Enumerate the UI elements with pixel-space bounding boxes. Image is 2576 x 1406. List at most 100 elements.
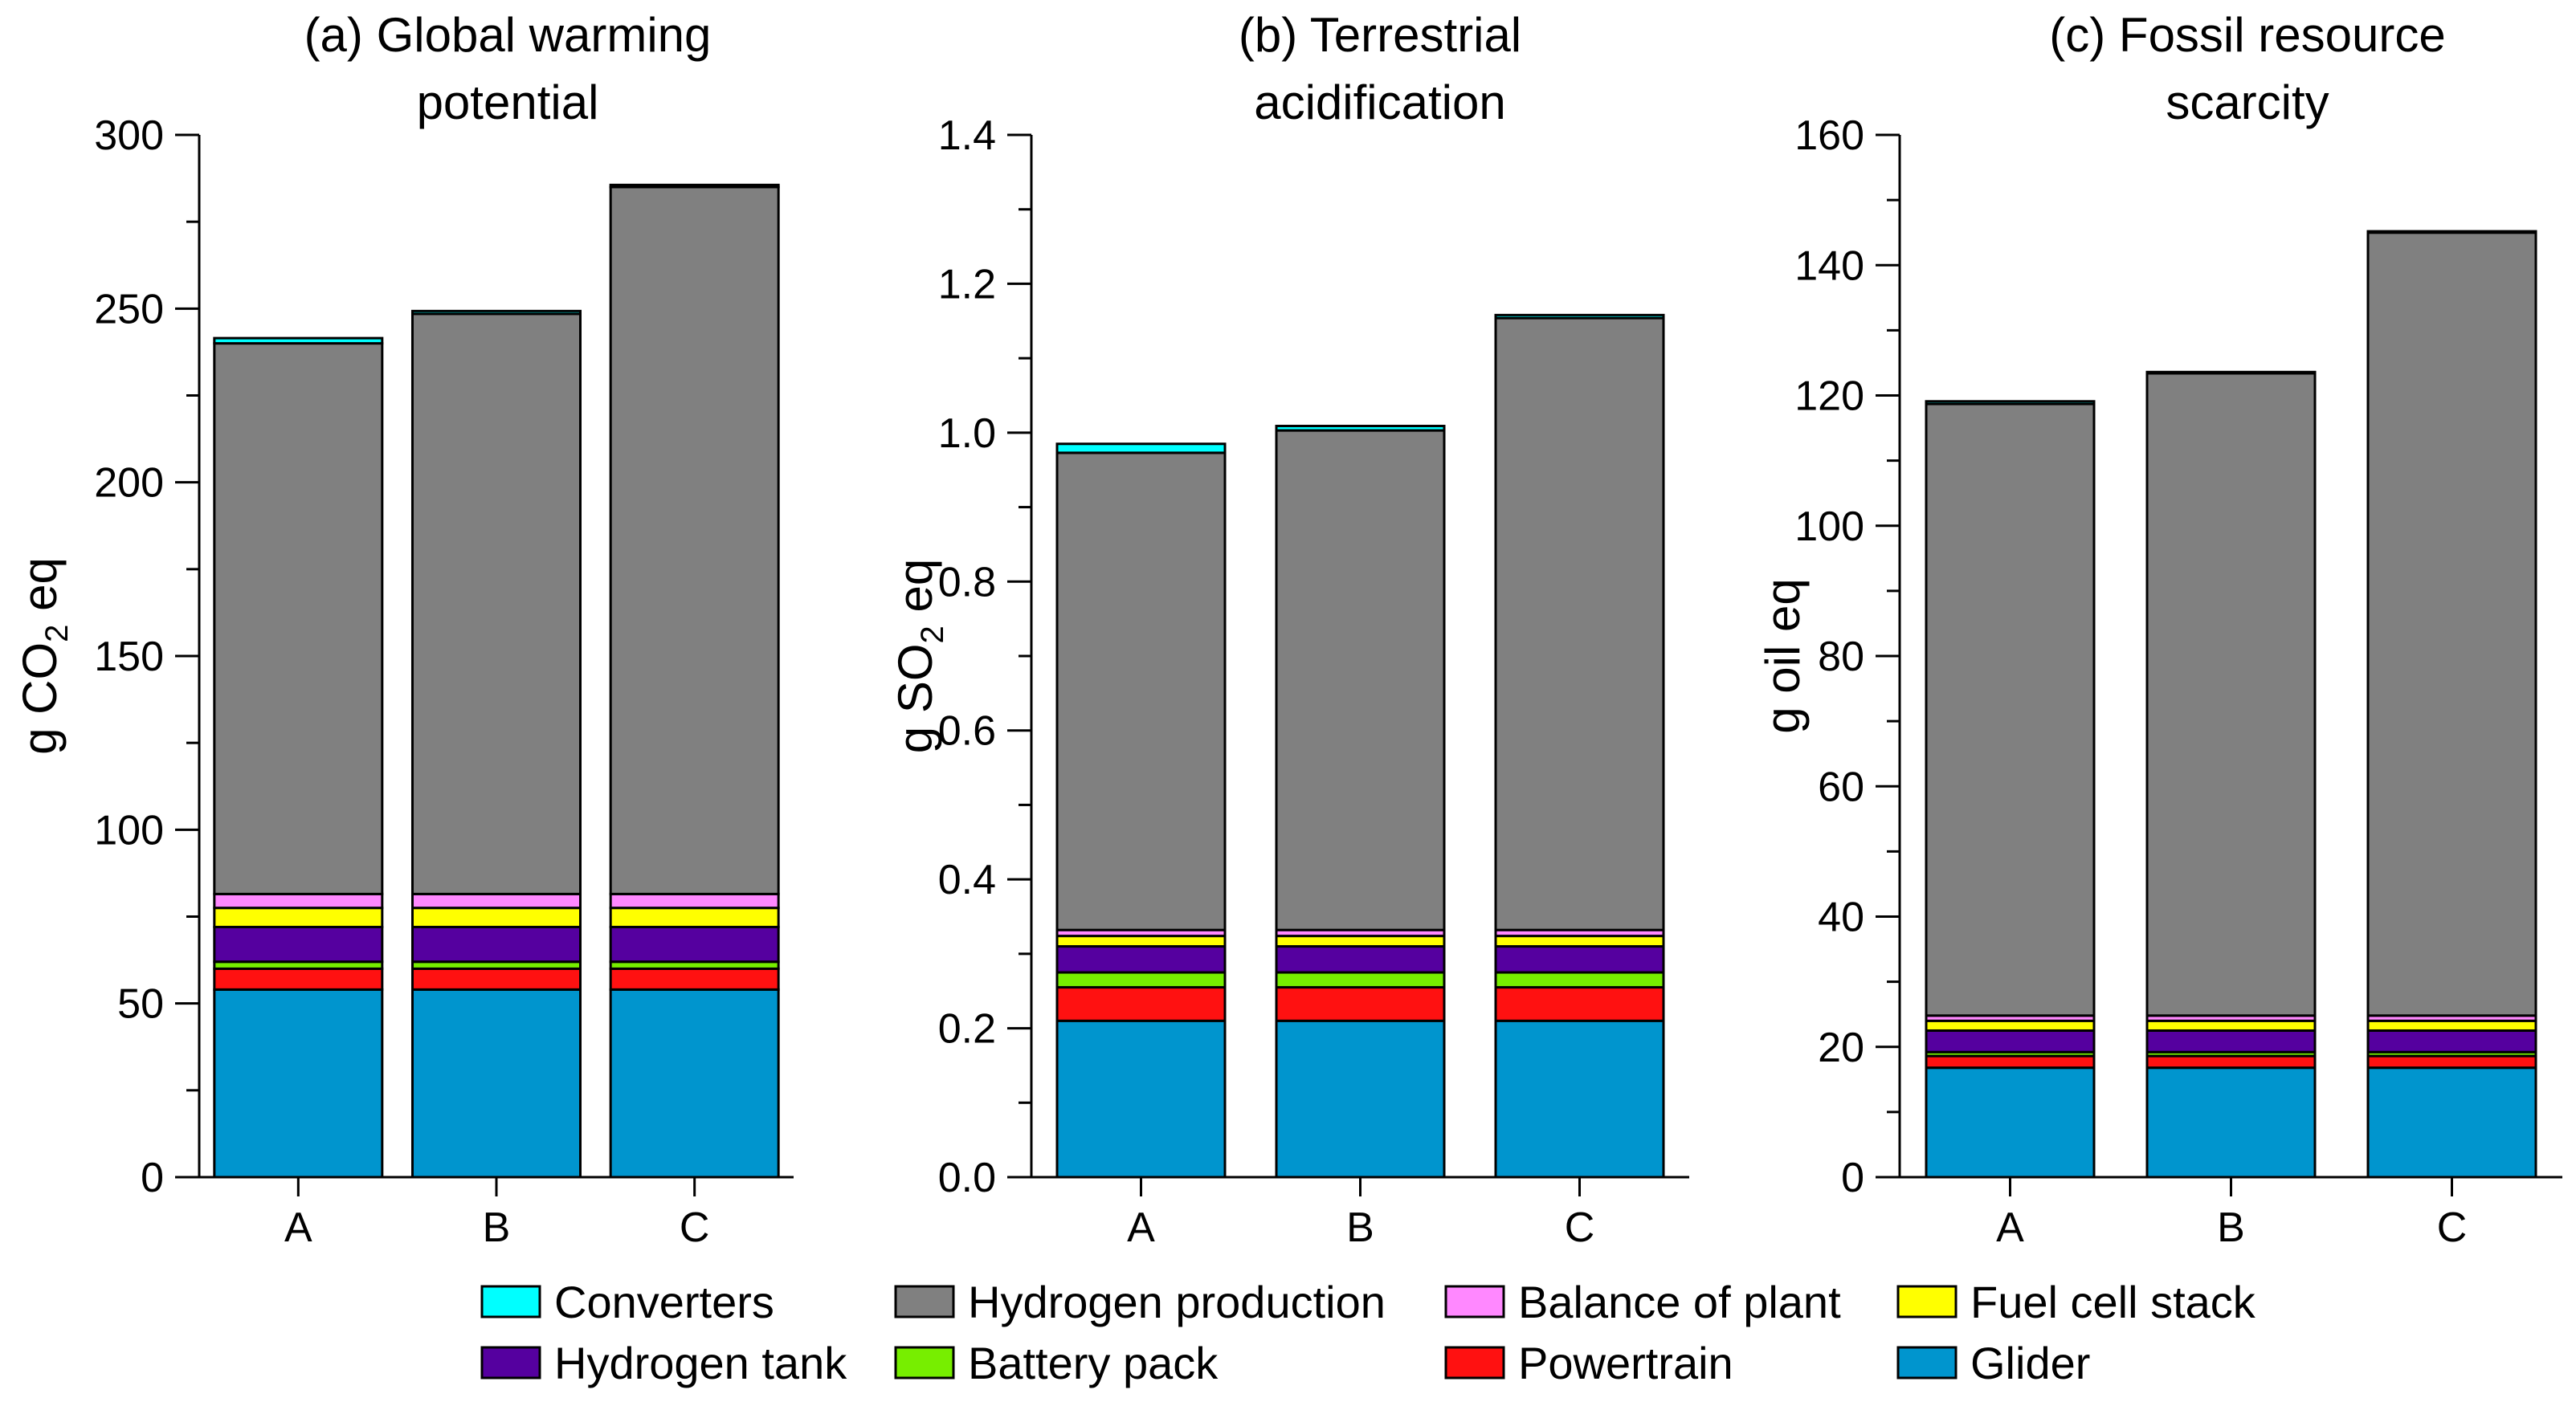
bar-segment xyxy=(411,309,582,316)
bar-segment xyxy=(2145,1029,2317,1053)
chart-title-line: acidification xyxy=(1254,75,1506,129)
bar-segment xyxy=(1494,935,1665,948)
legend-item-hydrogen_tank: Hydrogen tank xyxy=(480,1338,847,1388)
chart-title-line: scarcity xyxy=(2166,75,2329,129)
x-tick-label: B xyxy=(1346,1204,1374,1251)
y-axis-label-text: g oil eq xyxy=(1756,578,1810,733)
bar-segment xyxy=(1055,1019,1227,1179)
bar-segment xyxy=(1275,1019,1446,1179)
bar-segment xyxy=(2145,1066,2317,1179)
bar-segment xyxy=(2366,1066,2537,1179)
y-tick-label: 150 xyxy=(94,634,164,680)
y-tick-label: 0.0 xyxy=(938,1155,996,1201)
bar-segment xyxy=(1055,442,1227,454)
x-tick-label: B xyxy=(483,1204,511,1251)
y-tick-label: 100 xyxy=(1794,503,1864,550)
y-tick-label: 40 xyxy=(1818,895,1864,941)
bar-segment xyxy=(213,988,384,1179)
bar-segment xyxy=(2366,1054,2537,1070)
bar-segment xyxy=(411,907,582,928)
bar-segment xyxy=(1494,986,1665,1022)
y-axis-label: g oil eq xyxy=(1756,578,1810,733)
y-tick-label: 0 xyxy=(1841,1155,1864,1201)
chart-panel-b: (b) Terrestrial acidification g SO2 eq A B C 0… xyxy=(888,8,1689,1251)
bar-segment xyxy=(1275,429,1446,931)
bar-segment xyxy=(213,967,384,991)
legend-item-hydrogen_production: Hydrogen production xyxy=(894,1277,1386,1327)
bar-segment xyxy=(609,907,780,928)
legend-swatch xyxy=(1896,1346,1958,1380)
bar-segment xyxy=(213,907,384,928)
y-axis-label-text: g SO xyxy=(888,643,942,753)
bar-segment xyxy=(2145,1019,2317,1032)
bar-segment xyxy=(2366,1029,2537,1053)
bar-segment xyxy=(1494,1019,1665,1179)
y-tick-label: 100 xyxy=(94,807,164,854)
bar-segment xyxy=(609,892,780,910)
bar-segment xyxy=(1275,986,1446,1022)
bar-segment xyxy=(1055,971,1227,989)
bar-segment xyxy=(2366,230,2537,234)
bar-segment xyxy=(609,988,780,1179)
bar-segment xyxy=(609,185,780,895)
bar-segment xyxy=(1275,971,1446,989)
y-tick-label: 80 xyxy=(1818,634,1864,680)
bar-segment xyxy=(1494,313,1665,320)
legend-item-powertrain: Powertrain xyxy=(1444,1338,1733,1388)
chart-panel-c: (c) Fossil resource scarcity g oil eq A B C 0 2… xyxy=(1756,8,2562,1251)
legend-item-battery_pack: Battery pack xyxy=(894,1338,1219,1388)
bar-segment xyxy=(213,336,384,345)
legend-swatch xyxy=(894,1285,955,1318)
legend-label: Battery pack xyxy=(968,1338,1219,1388)
y-tick-label: 1.4 xyxy=(938,112,996,159)
bar-segment xyxy=(2366,231,2537,1017)
x-tick-label: A xyxy=(1996,1204,2024,1251)
bar-segment xyxy=(1925,400,2096,405)
legend-label: Powertrain xyxy=(1518,1338,1733,1388)
bar-segment xyxy=(213,342,384,895)
y-tick-label: 200 xyxy=(94,460,164,507)
bar-segment xyxy=(1925,1019,2096,1032)
x-tick-label: C xyxy=(680,1204,710,1251)
legend-swatch xyxy=(1896,1285,1958,1318)
legend-item-converters: Converters xyxy=(480,1277,774,1327)
bar-segment xyxy=(1055,451,1227,931)
bar-segment xyxy=(609,967,780,991)
y-tick-label: 1.0 xyxy=(938,410,996,457)
legend-item-glider: Glider xyxy=(1896,1338,2090,1388)
bar-segment xyxy=(1275,945,1446,974)
y-axis-label: g CO2 eq xyxy=(13,557,75,755)
y-axis-label-text: eq xyxy=(888,559,942,626)
bar-segment xyxy=(213,892,384,910)
bar-segment xyxy=(1055,935,1227,948)
bar-segment xyxy=(1055,986,1227,1022)
legend-swatch xyxy=(1444,1346,1505,1380)
x-tick-label: C xyxy=(2437,1204,2468,1251)
x-tick-label: B xyxy=(2217,1204,2245,1251)
chart-title-line: (b) Terrestrial xyxy=(1239,8,1521,62)
y-tick-label: 300 xyxy=(94,112,164,159)
bar-segment xyxy=(1494,945,1665,974)
y-tick-label: 0.6 xyxy=(938,708,996,755)
y-tick-label: 60 xyxy=(1818,764,1864,810)
bar-segment xyxy=(1494,316,1665,931)
bar-segment xyxy=(1275,935,1446,948)
y-tick-label: 1.2 xyxy=(938,261,996,308)
bar-segment xyxy=(1925,1054,2096,1070)
bar-segment xyxy=(411,312,582,895)
y-tick-label: 50 xyxy=(117,981,164,1028)
y-tick-label: 160 xyxy=(1794,112,1864,159)
x-tick-label: A xyxy=(284,1204,312,1251)
legend: Converters Hydrogen production Balance of … xyxy=(480,1277,2256,1388)
bar-segment xyxy=(411,925,582,964)
bar-segment xyxy=(2145,1054,2317,1070)
y-axis-label-text: eq xyxy=(13,557,67,624)
legend-swatch xyxy=(1444,1285,1505,1318)
bar-segment xyxy=(411,892,582,910)
bar-segment xyxy=(1925,402,2096,1017)
legend-swatch xyxy=(480,1285,541,1318)
legend-item-balance_of_plant: Balance of plant xyxy=(1444,1277,1841,1327)
bar-segment xyxy=(1275,425,1446,432)
y-tick-label: 250 xyxy=(94,286,164,332)
